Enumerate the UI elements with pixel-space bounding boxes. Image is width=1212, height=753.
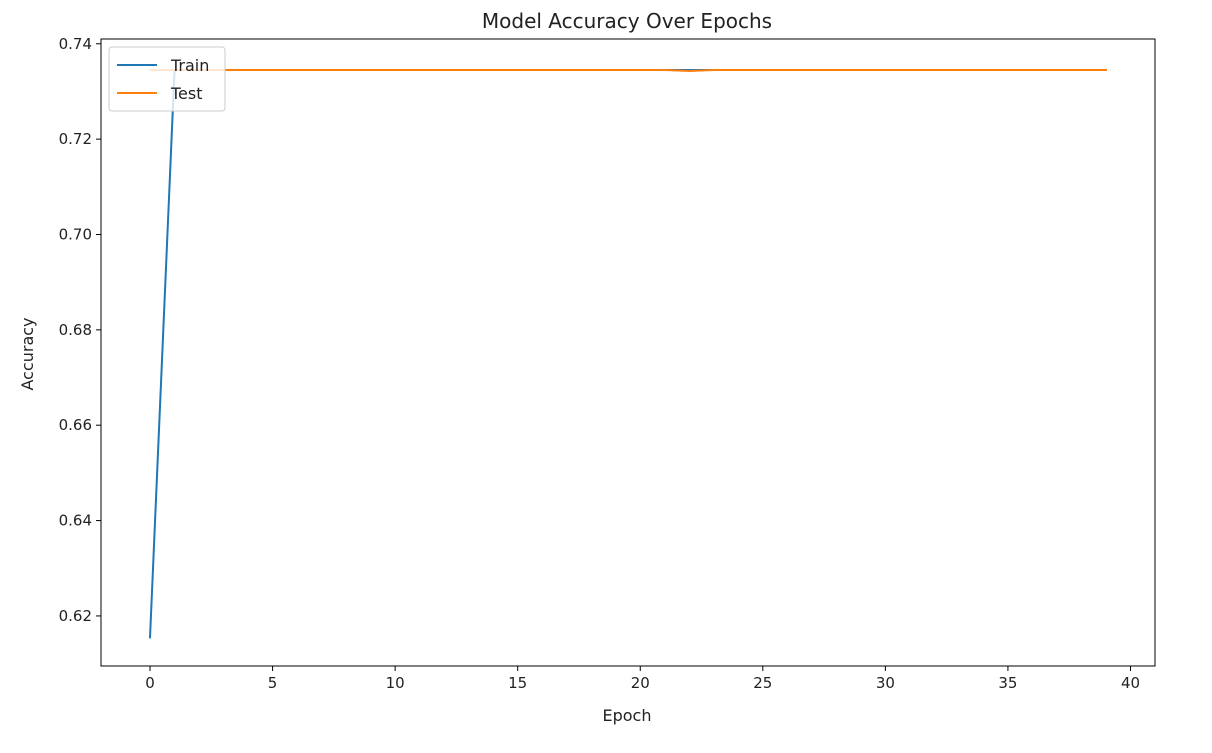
legend-label-train: Train <box>170 56 209 75</box>
y-axis-ticks: 0.62 0.64 0.66 0.68 0.70 0.72 0.74 <box>59 35 101 625</box>
y-axis-label: Accuracy <box>18 317 37 390</box>
y-tick-label: 0.74 <box>59 35 92 53</box>
x-tick-label: 10 <box>386 674 405 692</box>
legend-box <box>108 46 226 112</box>
y-tick-label: 0.64 <box>59 512 92 530</box>
x-tick-label: 20 <box>631 674 650 692</box>
y-tick-label: 0.68 <box>59 321 92 339</box>
series-line-test <box>149 68 1107 72</box>
x-axis-ticks: 0 5 10 15 20 25 30 35 40 <box>145 666 1140 692</box>
y-tick-label: 0.70 <box>59 225 92 243</box>
legend: Train Test <box>108 46 226 112</box>
x-axis-label: Epoch <box>603 706 652 725</box>
chart-title: Model Accuracy Over Epochs <box>482 9 772 33</box>
legend-label-test: Test <box>170 84 203 103</box>
x-tick-label: 35 <box>998 674 1017 692</box>
y-tick-label: 0.72 <box>59 130 92 148</box>
y-tick-label: 0.62 <box>59 607 92 625</box>
y-tick-label: 0.66 <box>59 416 92 434</box>
x-tick-label: 30 <box>876 674 895 692</box>
plot-frame <box>100 38 1156 667</box>
x-tick-label: 5 <box>268 674 278 692</box>
x-tick-label: 0 <box>145 674 155 692</box>
x-tick-label: 40 <box>1121 674 1140 692</box>
series-layer <box>148 68 1107 639</box>
x-tick-label: 15 <box>508 674 527 692</box>
x-tick-label: 25 <box>753 674 772 692</box>
